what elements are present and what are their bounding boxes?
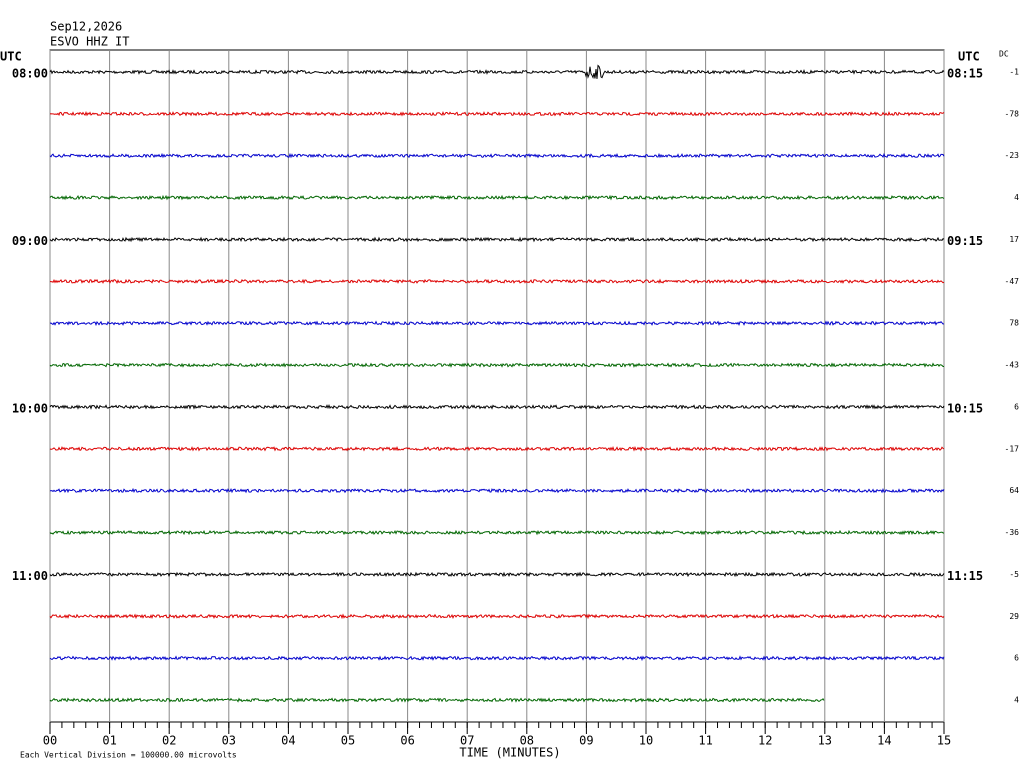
x-tick-label: 11 — [698, 734, 712, 748]
right-time: 08:15 — [947, 67, 983, 81]
trace — [49, 64, 945, 80]
left-time: 10:00 — [12, 401, 48, 415]
x-tick-label: 09 — [579, 734, 593, 748]
trace — [49, 152, 945, 159]
x-tick-label: 03 — [222, 734, 236, 748]
dc-value: -5 — [1009, 570, 1019, 579]
dc-value: 4 — [1014, 696, 1019, 705]
x-tick-label: 01 — [102, 734, 116, 748]
trace — [49, 362, 944, 368]
x-tick-label: 12 — [758, 734, 772, 748]
dc-value: -47 — [1005, 277, 1020, 286]
x-tick-label: 10 — [639, 734, 653, 748]
x-axis-label: TIME (MINUTES) — [459, 746, 560, 760]
trace — [49, 236, 945, 243]
plot-frame — [49, 49, 945, 723]
trace — [49, 655, 945, 662]
dc-value: -36 — [1005, 528, 1020, 537]
right-time: 11:15 — [947, 569, 983, 583]
x-tick-label: 02 — [162, 734, 176, 748]
trace — [49, 529, 945, 536]
x-tick-label: 07 — [460, 734, 474, 748]
x-tick-label: 06 — [400, 734, 414, 748]
dc-value: 29 — [1009, 612, 1019, 621]
x-tick-label: 00 — [43, 734, 57, 748]
dc-value: -43 — [1005, 361, 1020, 370]
dc-value: 6 — [1014, 402, 1019, 411]
trace — [49, 697, 825, 703]
trace — [49, 320, 945, 327]
footnote: Each Vertical Division = 100000.00 micro… — [20, 751, 237, 760]
dc-value: 17 — [1009, 235, 1019, 244]
dc-header: DC — [999, 50, 1009, 59]
right-time: 09:15 — [947, 234, 983, 248]
x-tick-label: 13 — [818, 734, 832, 748]
right-tz: UTC — [958, 50, 980, 64]
x-tick-label: 04 — [281, 734, 295, 748]
x-tick-label: 05 — [341, 734, 355, 748]
left-time: 09:00 — [12, 234, 48, 248]
trace — [49, 445, 945, 452]
trace — [49, 194, 945, 201]
trace — [49, 110, 945, 117]
trace — [49, 404, 945, 410]
dc-value: -17 — [1005, 444, 1020, 453]
station: ESVO HHZ IT — [50, 35, 129, 49]
dc-value: -1 — [1009, 68, 1019, 77]
dc-value: -23 — [1005, 151, 1020, 160]
dc-value: 6 — [1014, 654, 1019, 663]
dc-value: 78 — [1009, 319, 1019, 328]
x-tick-label: 14 — [877, 734, 891, 748]
trace — [49, 613, 945, 620]
left-time: 08:00 — [12, 67, 48, 81]
left-time: 11:00 — [12, 569, 48, 583]
trace — [49, 278, 945, 285]
x-tick-label: 08 — [520, 734, 534, 748]
date: Sep12,2026 — [50, 20, 122, 34]
dc-value: 4 — [1014, 193, 1019, 202]
x-tick-label: 15 — [937, 734, 951, 748]
left-tz: UTC — [0, 50, 22, 64]
right-time: 10:15 — [947, 401, 983, 415]
dc-value: 64 — [1009, 486, 1019, 495]
trace — [49, 487, 945, 494]
dc-value: -78 — [1005, 109, 1020, 118]
trace — [49, 571, 945, 578]
